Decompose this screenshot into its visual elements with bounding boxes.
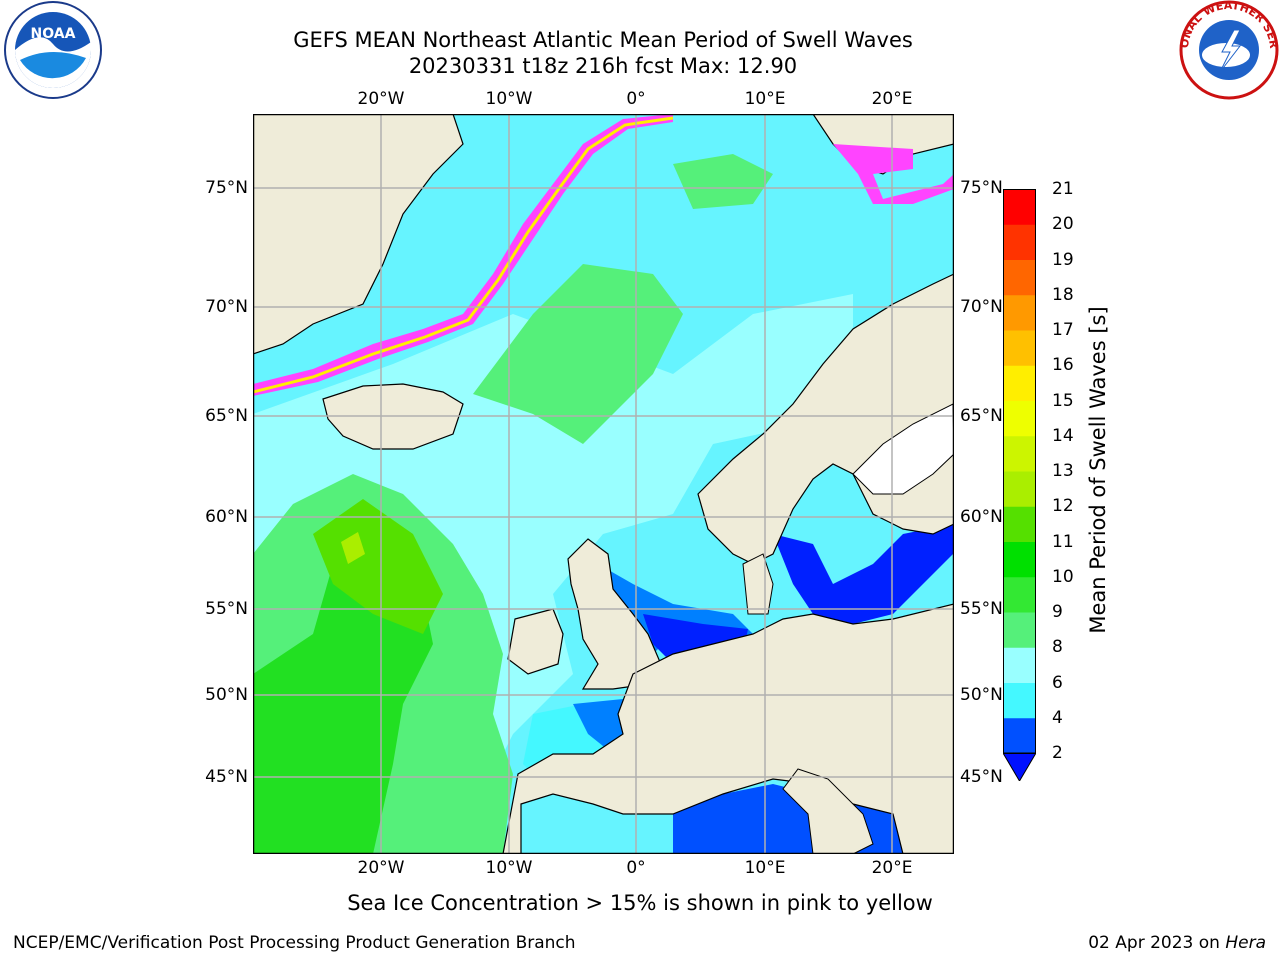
lon-tick-bottom-20e: 20°E xyxy=(871,858,913,878)
sea-ice-note: Sea Ice Concentration > 15% is shown in … xyxy=(347,891,933,915)
colorbar-label: Mean Period of Swell Waves [s] xyxy=(1086,306,1110,634)
colorbar-tick-label: 2 xyxy=(1052,743,1063,763)
colorbar-tick-label: 4 xyxy=(1052,707,1063,728)
sea-ice-svalbard xyxy=(833,144,954,204)
colorbar-segment xyxy=(1003,682,1036,719)
plot-title-line1: GEFS MEAN Northeast Atlantic Mean Period… xyxy=(293,28,913,52)
land-ireland xyxy=(507,608,564,675)
lon-tick-top-0: 0° xyxy=(626,89,646,109)
colorbar-segment xyxy=(1003,647,1036,683)
sea-ice-band xyxy=(253,114,673,396)
lat-tick-left-70n: 70°N xyxy=(205,297,248,317)
colorbar-segment xyxy=(1003,365,1036,401)
lat-tick-left-75n: 75°N xyxy=(205,178,248,198)
baltic-sea xyxy=(773,524,953,624)
colorbar-tick-label: 16 xyxy=(1052,355,1074,376)
colorbar-segment xyxy=(1003,541,1036,578)
colorbar-segment xyxy=(1003,189,1036,225)
lat-tick-right-45n: 45°N xyxy=(960,767,1003,787)
colorbar-tick-label: 15 xyxy=(1052,390,1074,411)
colorbar-tick-label: 10 xyxy=(1052,566,1074,587)
colorbar-tick-label: 12 xyxy=(1052,496,1074,517)
colorbar-segment xyxy=(1003,506,1036,542)
lat-tick-left-50n: 50°N xyxy=(205,685,248,705)
colorbar-tick-label: 8 xyxy=(1052,637,1063,658)
land-gulf-bothnia-water xyxy=(852,403,954,495)
noaa-logo-text: NOAA xyxy=(31,26,76,42)
colorbar-tick-label: 9 xyxy=(1052,602,1063,622)
nws-logo: NATIONAL WEATHER SERVICE xyxy=(1178,0,1280,100)
land-greenland xyxy=(253,114,464,355)
plot-title-line2: 20230331 t18z 216h fcst Max: 12.90 xyxy=(408,54,798,78)
lat-tick-left-65n: 65°N xyxy=(205,406,248,426)
lat-tick-left-60n: 60°N xyxy=(205,507,248,527)
colorbar-tick-label: 21 xyxy=(1052,179,1074,199)
colorbar-segment xyxy=(1003,224,1036,260)
colorbar-segment xyxy=(1003,435,1036,472)
lat-tick-right-55n: 55°N xyxy=(960,599,1003,619)
colorbar-segment xyxy=(1003,259,1036,296)
colorbar-tick-label: 20 xyxy=(1052,214,1074,235)
colorbar-tick-label: 18 xyxy=(1052,284,1074,305)
footer-date: 02 Apr 2023 on Hera xyxy=(1088,933,1266,953)
footer-host: Hera xyxy=(1225,933,1266,953)
lat-tick-right-60n: 60°N xyxy=(960,507,1003,527)
noaa-logo: NOAA xyxy=(4,1,102,99)
footer-date-text: 02 Apr 2023 on xyxy=(1088,933,1220,953)
lon-tick-bottom-10w: 10°W xyxy=(485,858,533,878)
green-zone-core xyxy=(253,554,433,854)
lat-tick-right-70n: 70°N xyxy=(960,297,1003,317)
colorbar-extend-triangle xyxy=(1003,752,1036,781)
sea-ice-edge xyxy=(253,116,674,394)
lat-tick-left-45n: 45°N xyxy=(205,767,248,787)
colorbar-tick-label: 13 xyxy=(1052,461,1074,481)
colorbar-tick-label: 11 xyxy=(1052,531,1074,552)
lon-tick-top-20e: 20°E xyxy=(871,89,913,109)
lon-tick-bottom-20w: 20°W xyxy=(357,858,405,878)
colorbar-segment xyxy=(1003,294,1036,331)
lat-tick-right-75n: 75°N xyxy=(960,178,1003,198)
green-zone-north xyxy=(473,264,683,444)
land-italy xyxy=(782,768,874,854)
land-continental-europe xyxy=(502,603,954,854)
colorbar-segment xyxy=(1003,330,1036,366)
lon-tick-top-10w: 10°W xyxy=(485,89,533,109)
lat-tick-right-50n: 50°N xyxy=(960,685,1003,705)
land-britain xyxy=(567,538,664,690)
lon-tick-top-20w: 20°W xyxy=(357,89,405,109)
colorbar-tick-label: 14 xyxy=(1052,425,1074,446)
colorbar-frame xyxy=(1003,189,1036,754)
green-zone-peak xyxy=(313,499,443,634)
green-zone-north2 xyxy=(673,154,773,209)
colorbar-tick-label: 19 xyxy=(1052,249,1074,270)
lon-tick-top-10e: 10°E xyxy=(744,89,786,109)
colorbar-segment xyxy=(1003,717,1036,754)
colorbar-segment xyxy=(1003,471,1036,507)
lon-tick-bottom-10e: 10°E xyxy=(744,858,786,878)
colorbar-tick-label: 6 xyxy=(1052,672,1063,693)
map-frame xyxy=(253,114,954,854)
colorbar-segment xyxy=(1003,612,1036,648)
yellow-zone xyxy=(341,532,365,564)
footer-credit: NCEP/EMC/Verification Post Processing Pr… xyxy=(13,933,576,953)
colorbar-tick-label: 17 xyxy=(1052,320,1074,340)
colorbar-segment xyxy=(1003,576,1036,613)
colorbar xyxy=(1003,189,1036,781)
swell-period-map xyxy=(253,114,954,854)
graticule xyxy=(253,114,954,854)
lat-tick-left-55n: 55°N xyxy=(205,599,248,619)
lon-tick-bottom-0: 0° xyxy=(626,858,646,878)
colorbar-segment xyxy=(1003,400,1036,437)
lat-tick-right-65n: 65°N xyxy=(960,406,1003,426)
